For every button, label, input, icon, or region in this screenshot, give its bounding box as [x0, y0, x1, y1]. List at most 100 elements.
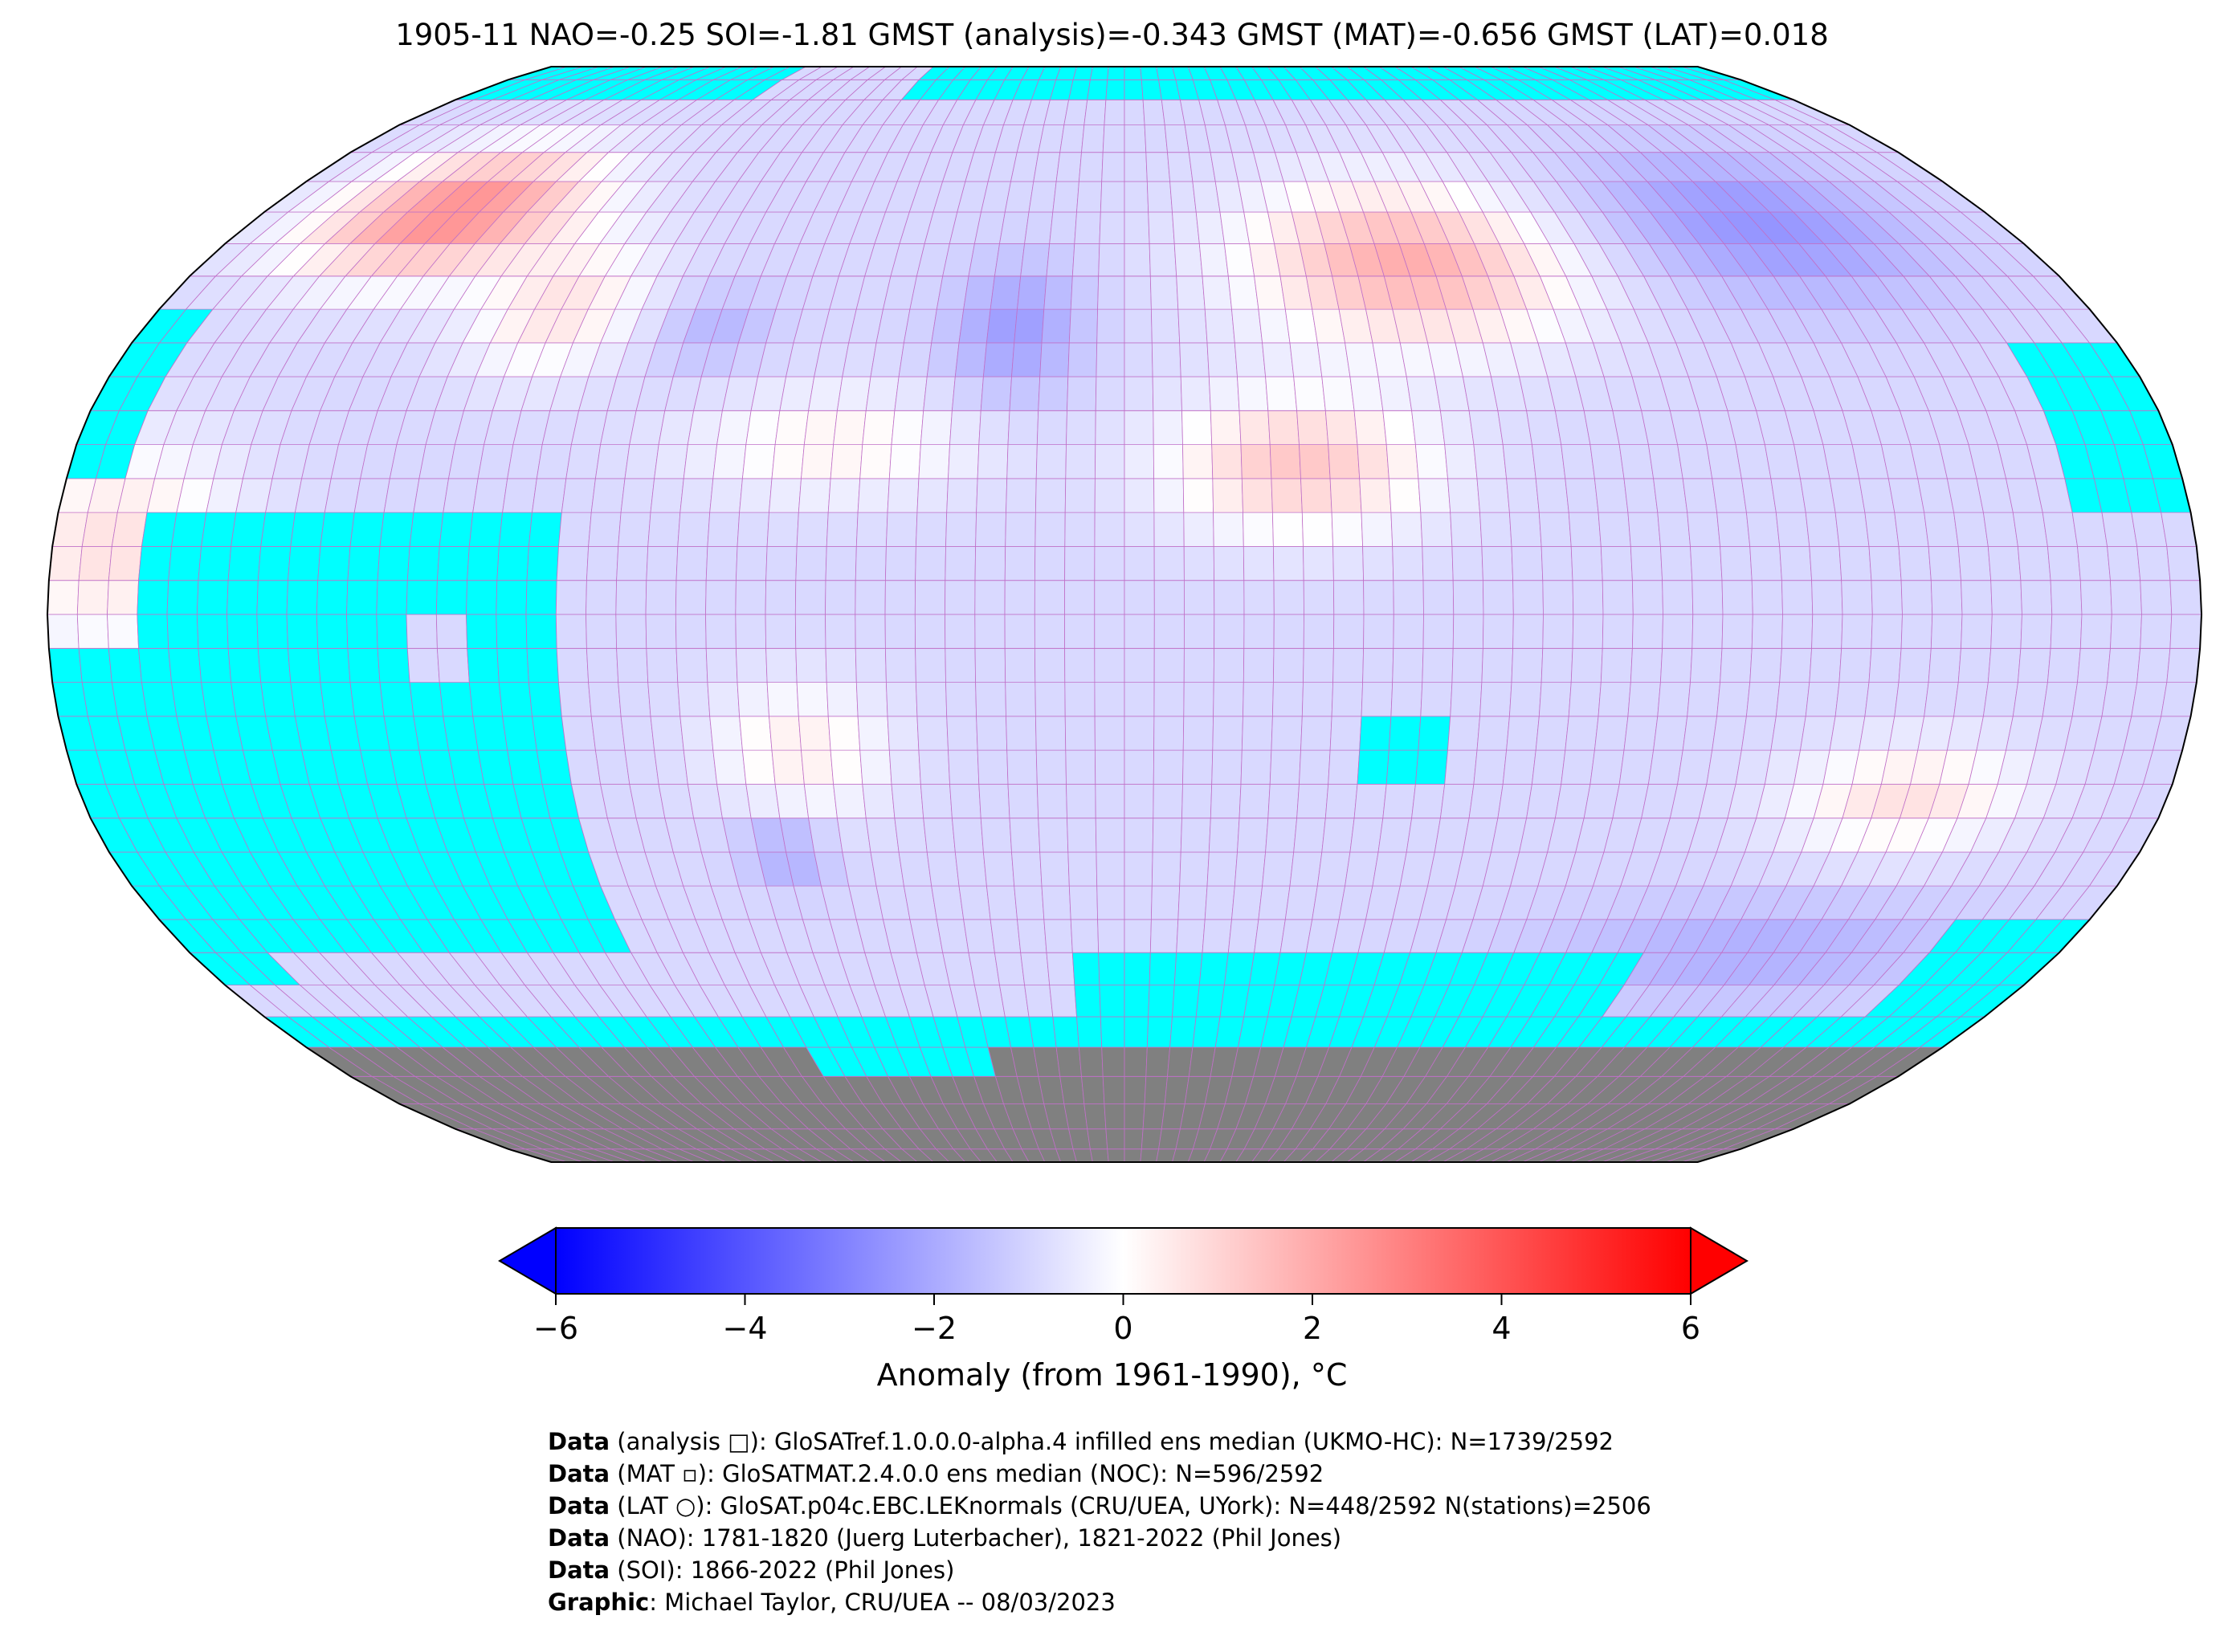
grid-cell	[1841, 614, 1873, 649]
grid-cell	[2012, 682, 2048, 717]
grid-cell	[794, 580, 826, 615]
grid-cell	[1036, 784, 1067, 819]
grid-cell	[1321, 376, 1355, 411]
grid-cell	[1124, 376, 1154, 411]
grid-cell	[227, 647, 262, 683]
grid-cell	[526, 647, 559, 683]
grid-cell	[166, 580, 199, 615]
grid-cell	[1508, 682, 1542, 717]
grid-cell	[1148, 985, 1175, 1018]
grid-cell	[1152, 376, 1182, 411]
grid-cell	[376, 580, 408, 615]
grid-cell	[1659, 647, 1693, 683]
grid-cell	[859, 444, 892, 479]
grid-cell	[1046, 952, 1075, 985]
grid-cell	[1265, 376, 1298, 411]
grid-cell	[914, 614, 946, 649]
grid-cell	[1094, 614, 1125, 649]
grid-cell	[884, 647, 916, 683]
grid-cell	[1064, 580, 1096, 615]
grid-cell	[645, 614, 677, 649]
grid-cell	[801, 749, 835, 785]
grid-cell	[712, 444, 747, 479]
grid-cell	[1124, 682, 1155, 717]
grid-cell	[1957, 647, 1992, 683]
grid-cell	[1332, 580, 1365, 615]
grid-cell	[1141, 1128, 1162, 1150]
grid-cell	[1258, 885, 1291, 920]
grid-cell	[1359, 716, 1392, 751]
grid-cell	[735, 614, 767, 649]
grid-cell	[2101, 682, 2138, 717]
grid-cell	[1124, 1103, 1145, 1130]
grid-cell	[2017, 546, 2051, 581]
grid-cell	[406, 614, 438, 649]
grid-cell	[1657, 512, 1691, 547]
grid-cell	[2169, 580, 2202, 615]
grid-cell	[1357, 749, 1389, 785]
grid-cell	[1212, 716, 1243, 751]
grid-cell	[1239, 784, 1271, 819]
grid-cell	[1328, 749, 1361, 785]
grid-cell	[771, 444, 805, 479]
grid-cell	[81, 682, 118, 717]
grid-cell	[1036, 410, 1067, 445]
grid-cell	[978, 410, 1010, 445]
grid-cell	[586, 580, 618, 615]
grid-cell	[1439, 784, 1475, 819]
grid-cell	[288, 546, 321, 581]
grid-cell	[1871, 580, 1903, 615]
grid-cell	[467, 546, 500, 581]
anomaly-map	[46, 66, 2203, 1163]
grid-cell	[1834, 512, 1870, 547]
grid-cell	[256, 614, 288, 649]
grid-cell	[2012, 512, 2048, 547]
grid-cell	[982, 851, 1015, 887]
grid-cell	[1153, 546, 1185, 581]
grid-cell	[948, 444, 980, 479]
grid-cell	[978, 784, 1010, 819]
grid-cell	[1214, 614, 1245, 649]
map-title: 1905-11 NAO=-0.25 SOI=-1.81 GMST (analys…	[395, 18, 1829, 52]
grid-cell	[769, 716, 802, 751]
grid-cell	[406, 546, 440, 581]
grid-cell	[675, 580, 707, 615]
grid-cell	[1071, 952, 1100, 985]
grid-cell	[1388, 716, 1422, 751]
grid-cell	[1094, 512, 1125, 547]
grid-cell	[884, 614, 916, 649]
grid-cell	[945, 580, 976, 615]
grid-cell	[379, 512, 414, 547]
grid-cell	[1066, 410, 1096, 445]
grid-cell	[2131, 682, 2168, 717]
grid-cell	[1067, 851, 1098, 887]
grid-cell	[1070, 275, 1100, 310]
grid-cell	[1204, 308, 1235, 344]
grid-cell	[257, 647, 292, 683]
grid-cell	[1183, 580, 1215, 615]
grid-cell	[1690, 546, 1723, 581]
grid-cell	[1864, 512, 1900, 547]
grid-cell	[502, 716, 537, 751]
grid-cell	[1331, 682, 1364, 717]
data-credits: Data (analysis □): GloSATref.1.0.0.0-alp…	[548, 1426, 1651, 1618]
grid-cell	[1393, 614, 1424, 649]
grid-cell	[1924, 682, 1959, 717]
grid-cell	[1751, 614, 1783, 649]
grid-cell	[1834, 682, 1870, 717]
grid-cell	[377, 546, 410, 581]
grid-cell	[687, 410, 723, 445]
credit-line: Data (analysis □): GloSATref.1.0.0.0-alp…	[548, 1428, 1614, 1455]
grid-cell	[855, 580, 886, 615]
grid-cell	[1043, 919, 1073, 953]
grid-cell	[1618, 444, 1655, 479]
grid-cell	[1647, 444, 1683, 479]
grid-cell	[1149, 243, 1177, 277]
grid-cell	[1481, 647, 1514, 683]
grid-cell	[1234, 342, 1267, 377]
grid-cell	[507, 749, 543, 785]
grid-cell	[1153, 682, 1185, 717]
grid-cell	[1982, 682, 2018, 717]
grid-cell	[1243, 682, 1274, 717]
grid-cell	[1033, 152, 1061, 182]
